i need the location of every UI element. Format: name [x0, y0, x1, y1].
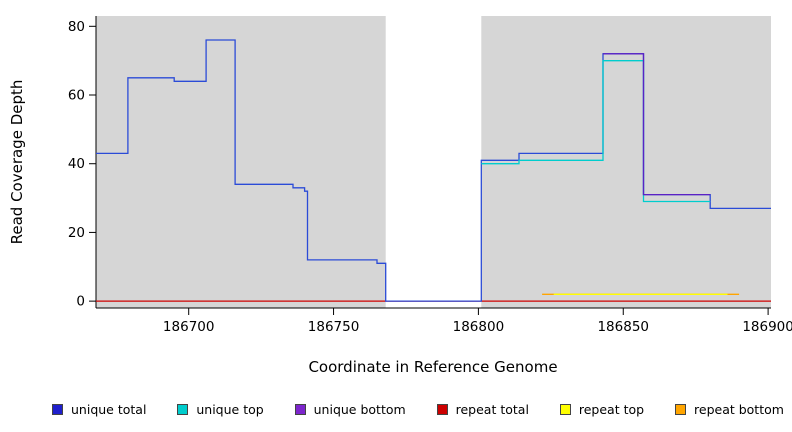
- series-unique-bottom: [603, 53, 711, 196]
- y-tick-label: 20: [68, 225, 85, 241]
- legend-item-repeat-top: repeat top: [559, 401, 645, 417]
- legend-label-unique-bottom: unique bottom: [313, 401, 406, 417]
- legend-label-repeat-total: repeat total: [455, 401, 529, 417]
- legend-swatch-repeat-top: [559, 403, 571, 415]
- legend-label-repeat-bottom: repeat bottom: [694, 401, 784, 417]
- legend-label-unique-top: unique top: [196, 401, 264, 417]
- legend-swatch-repeat-bottom: [675, 403, 687, 415]
- legend-swatch-repeat-total: [436, 403, 448, 415]
- legend-item-unique-bottom: unique bottom: [294, 401, 406, 417]
- legend-item-unique-top: unique top: [177, 401, 264, 417]
- x-tick-label: 186800: [453, 319, 505, 335]
- legend: unique total unique top unique bottom repea…: [52, 398, 784, 420]
- y-axis-title: Read Coverage Depth: [8, 80, 26, 245]
- legend-item-repeat-total: repeat total: [436, 401, 529, 417]
- legend-swatch-unique-total: [52, 403, 63, 415]
- chart-root: 0 20 40 60 80 186700 186750 186800 186850 186900: [68, 16, 792, 335]
- legend-item-unique-total: unique total: [52, 402, 146, 417]
- y-tick-label: 60: [68, 88, 85, 104]
- x-tick-label: 186850: [597, 319, 649, 335]
- x-tick-label: 186700: [163, 319, 215, 335]
- legend-swatch-unique-bottom: [294, 403, 306, 415]
- legend-swatch-unique-top: [177, 403, 189, 415]
- y-tick-label: 0: [76, 294, 85, 310]
- legend-item-repeat-bottom: repeat bottom: [675, 402, 784, 417]
- y-tick-label: 80: [68, 19, 85, 35]
- legend-label-unique-total: unique total: [71, 401, 147, 417]
- y-tick-label: 40: [68, 156, 85, 172]
- legend-label-repeat-top: repeat top: [578, 401, 645, 417]
- x-tick-label: 186900: [742, 319, 792, 335]
- zero-coverage-gap: [385, 16, 482, 308]
- x-tick-label: 186750: [308, 319, 360, 335]
- x-axis-title: Coordinate in Reference Genome: [308, 358, 557, 376]
